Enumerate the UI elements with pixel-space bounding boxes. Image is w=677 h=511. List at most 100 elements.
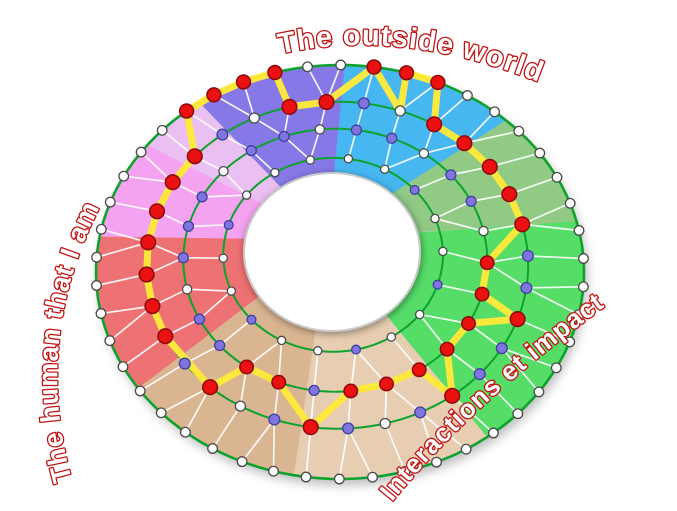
node-purple xyxy=(245,144,257,157)
node-purple xyxy=(182,220,195,232)
node-white xyxy=(418,148,430,159)
link xyxy=(489,152,540,168)
link xyxy=(241,419,275,463)
node-white xyxy=(489,106,501,118)
node-purple xyxy=(350,124,363,136)
node-purple xyxy=(409,184,420,195)
node-white xyxy=(95,223,107,235)
link xyxy=(122,335,166,368)
node-red xyxy=(235,74,252,90)
node-purple xyxy=(386,132,398,144)
link xyxy=(109,305,153,342)
node-red xyxy=(138,266,155,283)
sectors xyxy=(95,64,585,480)
node-red xyxy=(148,203,166,220)
node-red xyxy=(239,359,255,375)
node-white xyxy=(551,171,563,183)
link xyxy=(442,250,488,264)
node-white xyxy=(573,225,585,236)
node-red xyxy=(456,135,473,152)
node-white xyxy=(577,281,589,293)
node-purple xyxy=(214,339,226,352)
link xyxy=(414,174,452,191)
node-white xyxy=(117,361,129,373)
link xyxy=(100,305,153,315)
link xyxy=(526,285,584,289)
node-white xyxy=(218,253,229,263)
node-purple xyxy=(521,249,534,262)
node-red xyxy=(267,64,283,81)
node-purple xyxy=(350,344,362,355)
node-red xyxy=(479,255,495,271)
node-red xyxy=(366,59,382,75)
node-white xyxy=(461,90,473,101)
node-red xyxy=(202,379,219,396)
node-white xyxy=(104,335,116,347)
node-white xyxy=(333,473,345,485)
node-red xyxy=(157,328,174,345)
node-white xyxy=(430,213,440,224)
node-red xyxy=(378,376,394,392)
node-purple xyxy=(216,128,229,141)
node-white xyxy=(276,335,287,346)
link xyxy=(501,347,557,369)
node-white xyxy=(343,154,354,164)
link xyxy=(464,130,520,145)
node-purple xyxy=(246,314,257,325)
node-white xyxy=(181,284,193,295)
link xyxy=(219,318,253,347)
link xyxy=(160,386,211,414)
node-red xyxy=(514,216,531,233)
node-white xyxy=(95,308,107,319)
node-white xyxy=(135,146,147,158)
nodes xyxy=(91,59,589,485)
node-white xyxy=(564,197,576,209)
node-white xyxy=(512,408,524,420)
label-human-that-i-am-text: The human that I am xyxy=(32,195,106,487)
node-purple xyxy=(268,413,281,426)
node-purple xyxy=(342,422,355,435)
node-white xyxy=(533,386,545,398)
node-white xyxy=(438,246,448,257)
link xyxy=(355,349,388,385)
node-red xyxy=(206,87,222,103)
node-white xyxy=(155,407,167,419)
link xyxy=(419,412,438,463)
link xyxy=(508,176,558,195)
link xyxy=(525,287,580,316)
node-white xyxy=(573,309,585,321)
node-white xyxy=(550,362,562,374)
node-red xyxy=(186,148,203,165)
node-red xyxy=(398,65,415,81)
link xyxy=(384,152,425,171)
node-white xyxy=(207,443,219,454)
link xyxy=(501,347,540,393)
link xyxy=(486,261,527,289)
link xyxy=(399,81,439,112)
link xyxy=(184,386,211,433)
node-red xyxy=(302,419,319,436)
node-purple xyxy=(495,342,508,355)
node-white xyxy=(104,196,116,208)
link xyxy=(309,129,321,161)
node-red xyxy=(343,383,359,399)
link xyxy=(139,362,186,392)
node-purple xyxy=(177,252,189,264)
link xyxy=(338,428,349,480)
node-white xyxy=(302,61,313,73)
node-white xyxy=(248,112,260,124)
node-white xyxy=(534,147,546,159)
link xyxy=(517,318,571,343)
node-purple xyxy=(473,368,486,381)
node-red xyxy=(411,362,427,378)
node-red xyxy=(474,286,490,302)
node-red xyxy=(501,186,518,203)
link xyxy=(313,350,319,391)
node-white xyxy=(386,332,397,342)
node-purple xyxy=(357,97,370,110)
node-white xyxy=(314,124,326,135)
node-white xyxy=(379,417,391,430)
node-white xyxy=(335,59,347,71)
node-red xyxy=(271,374,287,390)
